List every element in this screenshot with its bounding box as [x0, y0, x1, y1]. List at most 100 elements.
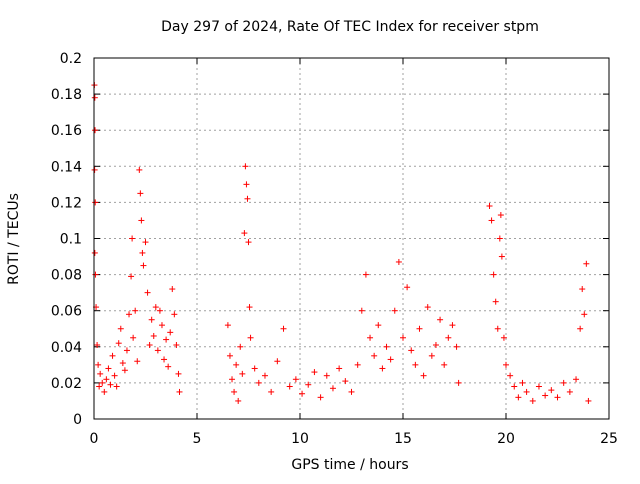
data-point [583, 260, 590, 267]
data-point [379, 365, 386, 372]
data-point [375, 322, 382, 329]
data-point [311, 369, 318, 376]
data-point [449, 322, 456, 329]
data-point [496, 235, 503, 242]
data-point [523, 388, 530, 395]
data-point [99, 379, 106, 386]
y-axis-label: ROTI / TECUs [6, 193, 22, 285]
data-point [130, 334, 137, 341]
data-point [299, 390, 306, 397]
data-point [245, 239, 252, 246]
data-point [144, 289, 151, 296]
data-point [134, 358, 141, 365]
data-point [492, 298, 499, 305]
data-point [515, 394, 522, 401]
data-point [91, 166, 98, 173]
data-point [167, 329, 174, 336]
data-point [242, 163, 249, 170]
plot-frame [93, 57, 610, 420]
data-point [519, 379, 526, 386]
data-point [103, 376, 110, 383]
data-point [268, 388, 275, 395]
data-point [158, 322, 165, 329]
y-tick-label: 0.1 [60, 232, 82, 248]
data-point [239, 370, 246, 377]
data-point [171, 311, 178, 318]
data-point [111, 372, 118, 379]
x-axis-label: GPS time / hours [291, 457, 408, 473]
data-point [280, 325, 287, 332]
y-tick-label: 0.04 [51, 340, 82, 356]
data-point [224, 322, 231, 329]
data-point [500, 334, 507, 341]
data-point [113, 383, 120, 390]
data-point [323, 372, 330, 379]
data-point [329, 385, 336, 392]
data-point [94, 341, 101, 348]
data-point [91, 94, 98, 101]
data-point [317, 394, 324, 401]
data-point [455, 379, 462, 386]
data-point [101, 388, 108, 395]
data-point [146, 341, 153, 348]
data-point [494, 325, 501, 332]
y-tick-label: 0 [73, 412, 82, 428]
data-point [95, 361, 102, 368]
data-point [235, 397, 242, 404]
x-tick-label: 15 [394, 431, 412, 447]
data-point [176, 388, 183, 395]
data-point [441, 361, 448, 368]
data-point [362, 271, 369, 278]
data-point [142, 239, 149, 246]
y-tick-label: 0.2 [60, 51, 82, 67]
data-point [585, 397, 592, 404]
data-point [348, 388, 355, 395]
data-point [498, 253, 505, 260]
data-point [91, 249, 98, 256]
data-point [354, 361, 361, 368]
data-point [336, 365, 343, 372]
data-point [105, 365, 112, 372]
data-point [453, 343, 460, 350]
data-point [292, 376, 299, 383]
data-point [156, 307, 163, 314]
data-point [579, 286, 586, 293]
data-point [432, 341, 439, 348]
data-point [246, 304, 253, 311]
y-tick-label: 0.12 [51, 195, 82, 211]
data-point [154, 347, 161, 354]
data-point [229, 376, 236, 383]
data-point [395, 258, 402, 265]
data-point [577, 325, 584, 332]
data-point [251, 365, 258, 372]
data-point [490, 271, 497, 278]
data-point [581, 311, 588, 318]
data-point [92, 199, 99, 206]
data-point [96, 383, 103, 390]
data-point [139, 249, 146, 256]
y-tick-label: 0.16 [51, 123, 82, 139]
data-point [261, 372, 268, 379]
data-point [535, 383, 542, 390]
data-point [437, 316, 444, 323]
x-tick-label: 20 [497, 431, 515, 447]
data-point [428, 352, 435, 359]
y-tick-label: 0.02 [51, 376, 82, 392]
grid-layer [94, 58, 609, 419]
data-point [150, 332, 157, 339]
data-point [274, 358, 281, 365]
tick-layer: 0 0.02 0.04 0.06 0.08 0.1 0.12 0.14 0.16 0.18 0.2 0… [51, 51, 618, 447]
data-point [138, 217, 145, 224]
points-layer [91, 82, 592, 404]
data-point [247, 334, 254, 341]
y-tick-label: 0.18 [51, 87, 82, 103]
data-point [121, 367, 128, 374]
data-point [503, 361, 509, 368]
data-point [383, 343, 390, 350]
data-point [161, 356, 168, 363]
data-point [342, 378, 349, 385]
data-point [165, 363, 172, 370]
x-tick-label: 25 [600, 431, 618, 447]
